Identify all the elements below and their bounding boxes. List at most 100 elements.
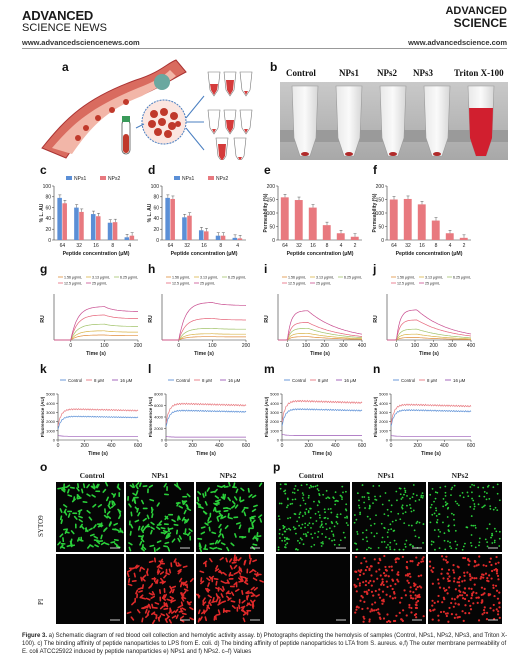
cell-mark [391, 569, 394, 572]
cell-mark [180, 607, 183, 613]
cell-mark [493, 594, 496, 598]
cell-mark [389, 546, 391, 548]
panel-label-n: n [373, 362, 381, 376]
cell-mark [280, 502, 283, 505]
cell-mark [438, 586, 442, 589]
cell-mark [492, 609, 495, 612]
cell-mark [284, 483, 286, 486]
header-divider [22, 48, 507, 49]
cell-mark [216, 516, 220, 522]
cell-mark [397, 512, 400, 515]
cell-mark [228, 574, 234, 577]
cell-mark [486, 492, 488, 495]
cell-mark [185, 518, 190, 523]
cell-mark [403, 522, 406, 525]
cell-mark [380, 522, 383, 525]
cell-mark [181, 612, 187, 616]
cell-mark [78, 539, 84, 542]
cell-mark [477, 596, 480, 599]
cell-mark [418, 536, 420, 539]
right-url[interactable]: www.advancedscience.com [408, 38, 507, 47]
cell-mark [243, 581, 249, 585]
cell-mark [471, 497, 473, 500]
cell-mark [147, 488, 149, 494]
cell-mark [451, 486, 454, 489]
cell-mark [359, 570, 362, 573]
cell-mark [479, 577, 482, 580]
bar [445, 233, 454, 240]
cell-mark [437, 528, 440, 531]
cell-mark [485, 611, 489, 614]
cell-mark [456, 565, 459, 568]
cell-mark [324, 516, 327, 519]
cell-mark [492, 508, 495, 511]
bar [237, 238, 243, 240]
micro-o-col-nps2: NPs2 [219, 471, 237, 480]
bar [182, 217, 187, 240]
cell-mark [308, 522, 311, 525]
cell-mark [153, 547, 156, 553]
bar [204, 231, 209, 240]
cell-mark [415, 601, 418, 604]
cell-mark [204, 522, 209, 526]
cell-mark [472, 602, 475, 605]
cell-mark [355, 585, 358, 588]
cell-mark [398, 611, 401, 614]
cell-mark [421, 496, 424, 499]
cell-mark [318, 493, 321, 495]
legend-label: Control [68, 378, 82, 383]
cell-mark [462, 619, 465, 622]
x-tick-label: 16 [201, 243, 207, 249]
cell-mark [403, 487, 406, 490]
cell-mark [347, 524, 349, 527]
cell-mark [246, 602, 251, 607]
left-url[interactable]: www.advancedsciencenews.com [22, 38, 140, 47]
cell-mark [486, 579, 489, 582]
cell-mark [140, 566, 145, 571]
cell-mark [215, 565, 219, 570]
tube-triton-icon [467, 85, 495, 157]
cell-mark [230, 591, 235, 596]
legend-label: NPs2 [108, 176, 120, 182]
cell-mark [452, 605, 455, 608]
cell-mark [346, 515, 348, 518]
cell-mark [328, 537, 331, 540]
cell-mark [181, 597, 185, 602]
cell-mark [139, 482, 142, 488]
cell-mark [468, 612, 471, 615]
cell-mark [373, 535, 376, 538]
cell-mark [95, 490, 101, 493]
cell-mark [67, 488, 70, 494]
cell-mark [377, 611, 380, 614]
bar [308, 207, 317, 240]
cell-mark [301, 515, 304, 517]
cell-mark [237, 570, 242, 575]
x-tick-label: 400 [358, 343, 366, 349]
cell-mark [284, 530, 287, 533]
cell-mark [390, 565, 393, 568]
cell-mark [86, 484, 90, 489]
series-line [278, 310, 363, 341]
cell-mark [197, 537, 203, 540]
cell-mark [103, 527, 107, 533]
cell-mark [223, 485, 229, 488]
cell-mark [283, 490, 285, 493]
cell-mark [394, 561, 398, 564]
cell-mark [163, 593, 167, 599]
bar [129, 235, 135, 240]
cell-mark [388, 565, 391, 568]
cell-mark [413, 613, 417, 617]
cell-mark [204, 491, 207, 497]
cell-mark [473, 565, 476, 568]
x-tick-label: 400 [107, 443, 116, 449]
cell-mark [437, 594, 440, 598]
cell-mark [168, 568, 172, 574]
cell-mark [359, 599, 362, 602]
panel-label-d: d [148, 163, 156, 177]
figure-caption: Figure 3. a) Schematic diagram of red bl… [22, 632, 509, 656]
micro-image-panel [352, 554, 426, 624]
cell-mark [472, 499, 475, 502]
cell-mark [157, 616, 161, 622]
cell-mark [355, 548, 358, 551]
